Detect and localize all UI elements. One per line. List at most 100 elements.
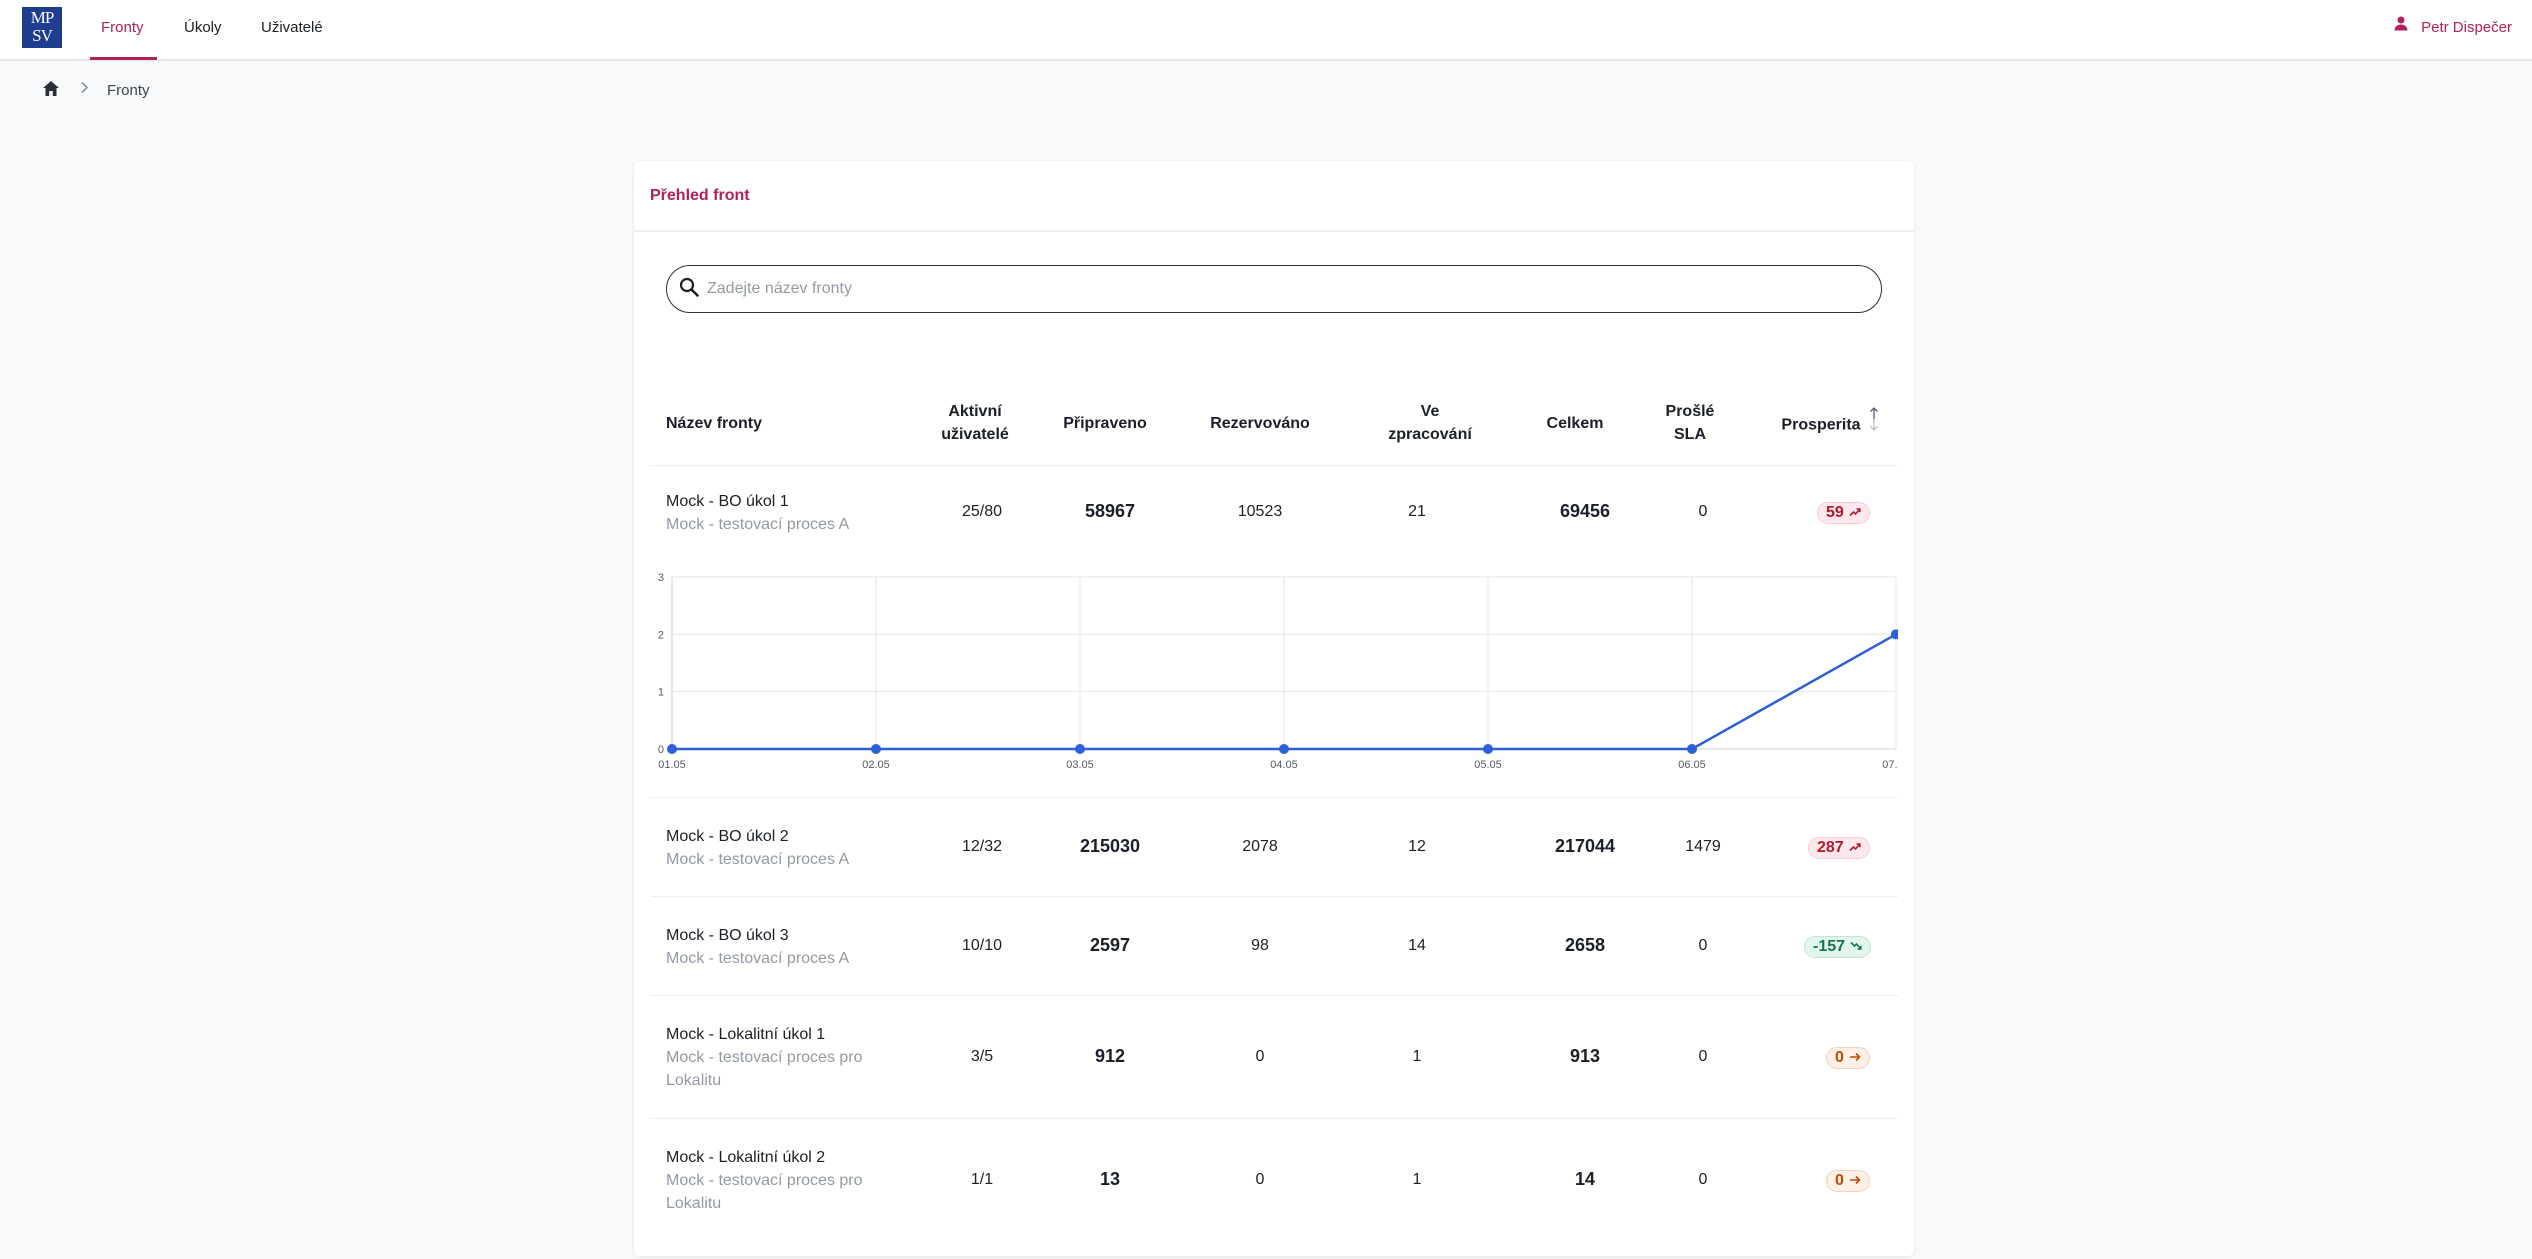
table-header: Název fronty Aktivní uživatelé Připraven…	[650, 381, 1898, 466]
total-count: 2658	[1564, 935, 1606, 955]
table-row[interactable]: Mock - BO úkol 2 Mock - testovací proces…	[650, 798, 1898, 897]
nav-active-indicator	[90, 57, 157, 60]
trend-flat-icon	[1844, 1049, 1861, 1067]
expired-sla-count: 0	[1698, 1048, 1708, 1065]
prosperity-value: 59	[1826, 504, 1844, 521]
active-users: 12/32	[961, 838, 1003, 855]
col-name[interactable]: Název fronty	[666, 415, 763, 432]
queue-title: Mock - Lokalitní úkol 1	[666, 1026, 826, 1043]
nav-uzivatele[interactable]: Uživatelé	[261, 19, 323, 36]
col-active[interactable]: Aktivní uživatelé	[941, 403, 1009, 443]
prosperity-value: -157	[1813, 938, 1846, 955]
data-point	[1075, 744, 1085, 754]
col-sla[interactable]: Prošlé SLA	[1665, 403, 1715, 443]
queue-name: Mock - Lokalitní úkol 2 Mock - testovací…	[666, 1146, 896, 1215]
queue-name: Mock - BO úkol 2 Mock - testovací proces…	[666, 825, 896, 871]
col-prosperity[interactable]: Prosperita	[1765, 407, 1895, 439]
data-point	[1687, 744, 1697, 754]
table-row[interactable]: Mock - Lokalitní úkol 1 Mock - testovací…	[650, 996, 1898, 1119]
expired-sla-count: 0	[1698, 937, 1708, 954]
prosperity-badge: 0	[1826, 1047, 1870, 1069]
col-ready[interactable]: Připraveno	[1063, 415, 1147, 432]
reserved-count: 0	[1255, 1048, 1265, 1065]
home-icon[interactable]	[42, 80, 60, 101]
active-users: 3/5	[970, 1048, 994, 1065]
queues-card: Přehled front Název fronty Aktivní uživa…	[634, 161, 1914, 1256]
ready-count: 13	[1099, 1169, 1121, 1189]
nav-fronty[interactable]: Fronty	[101, 19, 144, 36]
reserved-count: 0	[1255, 1171, 1265, 1188]
queue-title: Mock - BO úkol 1	[666, 493, 789, 510]
mpsv-logo[interactable]: MP SV	[22, 7, 62, 48]
col-total[interactable]: Celkem	[1546, 415, 1604, 432]
prosperity-value: 287	[1817, 839, 1844, 856]
prosperity-badge: 0	[1826, 1170, 1870, 1192]
prosperity-value: 0	[1835, 1049, 1844, 1066]
y-tick-label: 2	[658, 629, 664, 641]
breadcrumb: Fronty	[42, 78, 150, 102]
queue-name: Mock - BO úkol 1 Mock - testovací proces…	[666, 490, 896, 536]
total-count: 69456	[1559, 501, 1611, 521]
x-tick-label: 01.05	[658, 759, 686, 771]
table-row[interactable]: Mock - BO úkol 3 Mock - testovací proces…	[650, 897, 1898, 996]
sort-icon[interactable]	[1869, 406, 1879, 439]
processing-count: 1	[1412, 1048, 1422, 1065]
queue-process: Mock - testovací proces pro Lokalitu	[666, 1172, 863, 1212]
data-point	[1279, 744, 1289, 754]
queue-name: Mock - BO úkol 3 Mock - testovací proces…	[666, 924, 896, 970]
trend-up-icon	[1844, 504, 1861, 522]
y-tick-label: 0	[658, 744, 664, 756]
total-count: 217044	[1554, 836, 1616, 856]
queue-history-chart: 0 1 2 3 01.05 02.05 03.05 04.05 05.05 06.05 07.05	[650, 566, 1910, 794]
trend-up-icon	[1844, 839, 1861, 857]
data-point	[871, 744, 881, 754]
ready-count: 2597	[1089, 935, 1131, 955]
queue-process: Mock - testovací proces A	[666, 851, 850, 868]
x-tick-label: 07.05	[1882, 759, 1898, 771]
card-title: Přehled front	[634, 161, 1914, 232]
table-row[interactable]: Mock - Lokalitní úkol 2 Mock - testovací…	[650, 1119, 1898, 1242]
queue-title: Mock - Lokalitní úkol 2	[666, 1149, 826, 1166]
x-tick-label: 05.05	[1474, 759, 1502, 771]
x-tick-label: 02.05	[862, 759, 890, 771]
search-box[interactable]	[666, 265, 1882, 313]
trend-down-icon	[1845, 938, 1862, 956]
reserved-count: 2078	[1242, 838, 1278, 855]
expired-sla-count: 0	[1698, 1171, 1708, 1188]
total-count: 913	[1569, 1046, 1601, 1066]
queue-title: Mock - BO úkol 2	[666, 828, 789, 845]
col-prosperity-label: Prosperita	[1781, 416, 1861, 434]
prosperity-badge: 287	[1808, 837, 1870, 859]
x-tick-label: 04.05	[1270, 759, 1298, 771]
active-users: 25/80	[961, 503, 1003, 520]
prosperity-badge: -157	[1804, 936, 1872, 958]
queue-process: Mock - testovací proces A	[666, 516, 850, 533]
data-point	[1483, 744, 1493, 754]
user-menu[interactable]: Petr Dispečer	[2393, 0, 2512, 56]
expired-sla-count: 1479	[1685, 838, 1721, 855]
processing-count: 12	[1408, 838, 1426, 855]
col-processing[interactable]: Ve zpracování	[1388, 403, 1472, 443]
nav-ukoly[interactable]: Úkoly	[184, 19, 222, 36]
reserved-count: 98	[1251, 937, 1269, 954]
chevron-right-icon	[80, 81, 89, 99]
x-tick-label: 03.05	[1066, 759, 1094, 771]
col-reserved[interactable]: Rezervováno	[1210, 415, 1310, 432]
top-navbar: MP SV Fronty Úkoly Uživatelé Petr Dispeče…	[0, 0, 2532, 61]
processing-count: 1	[1412, 1171, 1422, 1188]
breadcrumb-current: Fronty	[107, 81, 150, 99]
expired-sla-count: 0	[1698, 503, 1708, 520]
active-users: 10/10	[961, 937, 1003, 954]
table-row[interactable]: Mock - BO úkol 1 Mock - testovací proces…	[650, 466, 1898, 798]
x-tick-label: 06.05	[1678, 759, 1706, 771]
user-name: Petr Dispečer	[2421, 19, 2512, 36]
reserved-count: 10523	[1237, 503, 1283, 520]
total-count: 14	[1574, 1169, 1596, 1189]
queue-name: Mock - Lokalitní úkol 1 Mock - testovací…	[666, 1023, 896, 1092]
queue-process: Mock - testovací proces pro Lokalitu	[666, 1049, 863, 1089]
user-icon	[2393, 0, 2409, 55]
ready-count: 215030	[1079, 836, 1141, 856]
search-input[interactable]	[707, 269, 1881, 309]
processing-count: 21	[1408, 503, 1426, 520]
y-tick-label: 1	[658, 687, 664, 699]
